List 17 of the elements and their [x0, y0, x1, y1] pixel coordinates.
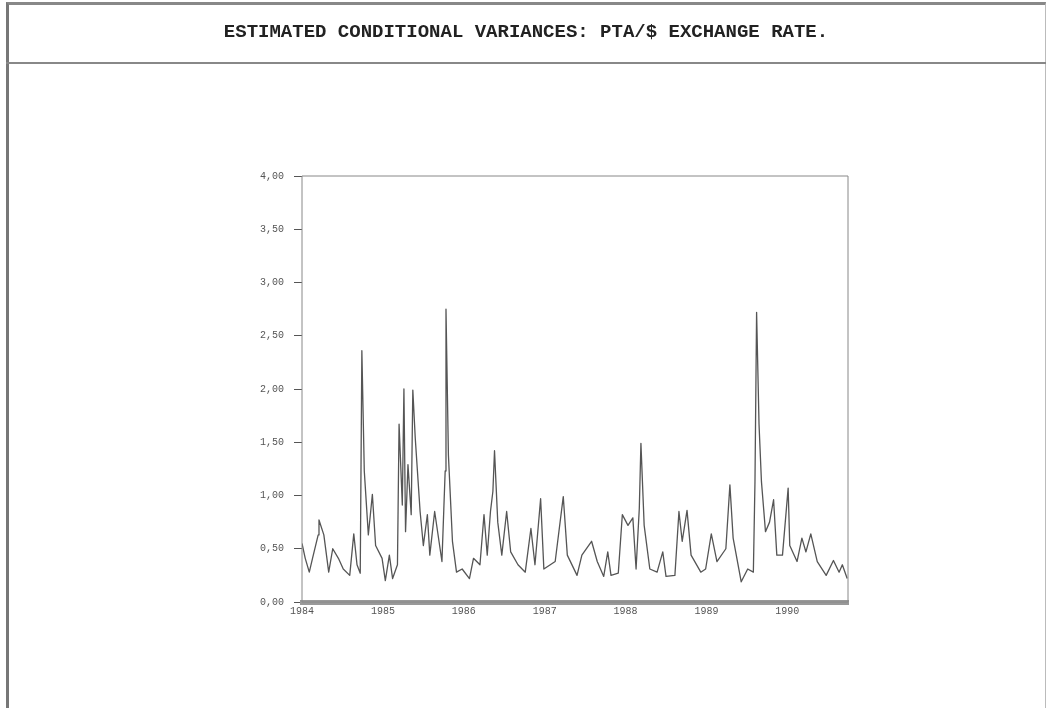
y-tick-label: 4,00: [259, 170, 284, 182]
x-tick-label: 1989: [694, 605, 719, 617]
y-tick-label: 0,00: [259, 596, 284, 608]
x-tick-label: 1985: [370, 605, 395, 617]
x-tick-label: 1988: [613, 605, 638, 617]
x-tick-label: 1987: [532, 605, 557, 617]
x-tick-label: 1986: [451, 605, 476, 617]
y-tick-label: 2,50: [259, 330, 284, 342]
y-tick-label: 3,50: [259, 223, 284, 235]
y-tick-label: 0,50: [259, 543, 284, 555]
y-tick-label: 2,00: [259, 383, 284, 395]
x-tick-label: 1990: [775, 605, 800, 617]
chart-title: ESTIMATED CONDITIONAL VARIANCES: PTA/$ EXCHANGE RATE.: [6, 2, 1046, 64]
y-tick-label: 1,50: [259, 436, 284, 448]
x-tick-label: 1984: [290, 605, 315, 617]
y-tick-label: 3,00: [259, 277, 284, 289]
y-tick-label: 1,00: [259, 490, 284, 502]
